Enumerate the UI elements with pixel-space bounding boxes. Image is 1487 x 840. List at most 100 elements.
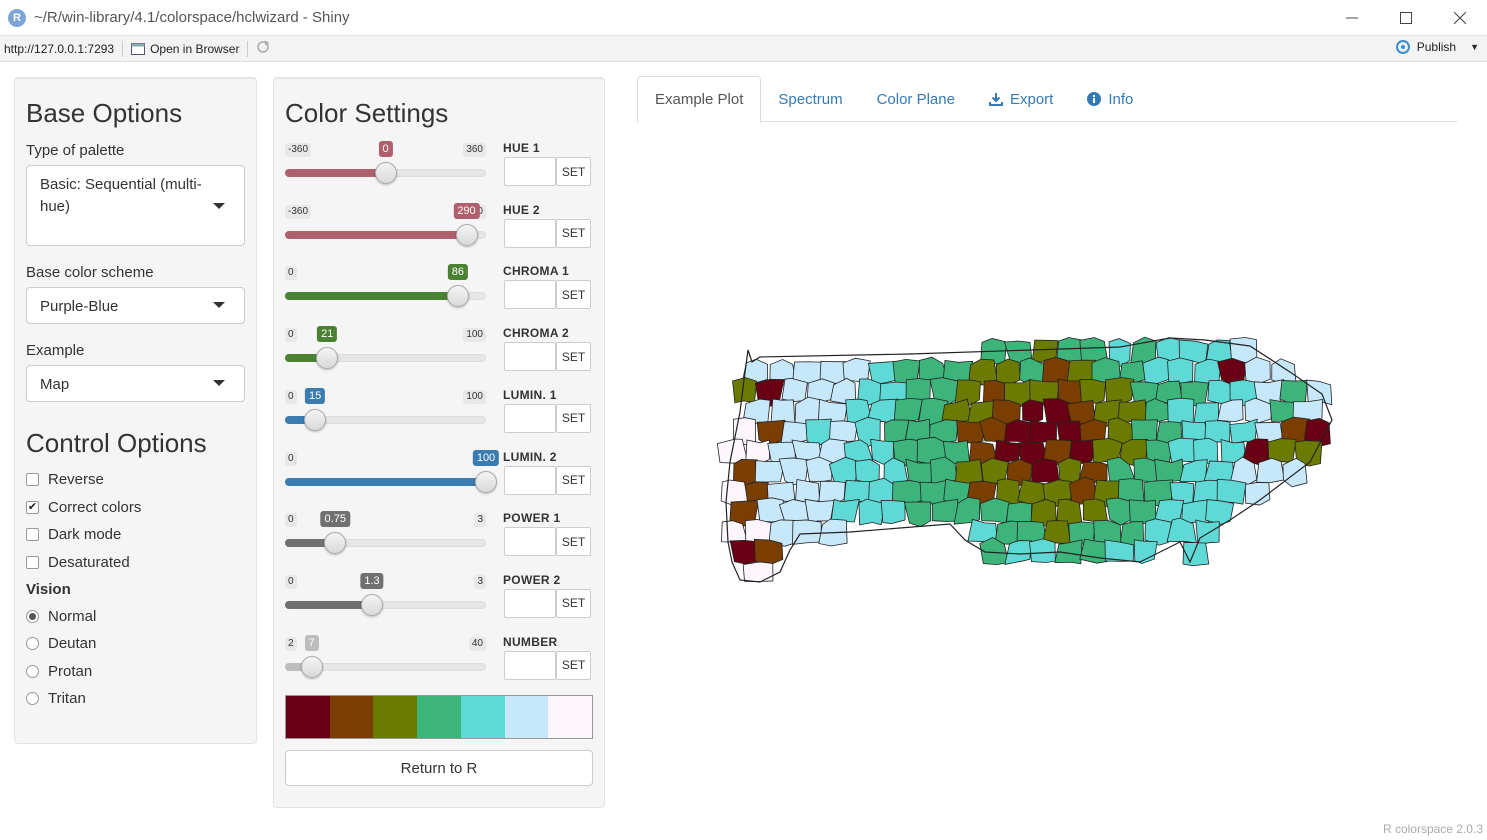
county-map — [716, 336, 1333, 583]
map-county — [781, 377, 808, 402]
slider-chroma-2[interactable]: 0 100 21 — [285, 325, 486, 375]
slider-handle[interactable] — [300, 655, 323, 678]
tab-spectrum[interactable]: Spectrum — [761, 76, 859, 122]
slider-handle[interactable] — [475, 470, 497, 493]
reverse-checkbox[interactable]: Reverse — [26, 471, 104, 488]
map-county — [756, 419, 786, 446]
slider-handle[interactable] — [304, 408, 327, 431]
param-label: HUE 2 — [503, 202, 540, 217]
publish-icon — [1395, 40, 1410, 54]
vision-protan-radio[interactable]: Protan — [26, 663, 92, 680]
vision-tritan-radio[interactable]: Tritan — [26, 690, 86, 707]
title-bar: R ~/R/win-library/4.1/colorspace/hclwiza… — [0, 0, 1487, 36]
vision-deutan-radio[interactable]: Deutan — [26, 635, 96, 652]
refresh-icon[interactable] — [256, 40, 270, 57]
example-select[interactable]: Map — [26, 365, 245, 402]
slider-hue-2[interactable]: -360360290 — [285, 202, 486, 252]
map-county — [1144, 518, 1172, 546]
version-footer: R colorspace 2.0.3 — [1382, 822, 1483, 836]
slider-number[interactable]: 2 40 7 — [285, 634, 486, 684]
publish-button[interactable]: Publish ▼ — [1395, 40, 1479, 54]
set-button[interactable]: SET — [556, 403, 591, 433]
maximize-button[interactable] — [1379, 0, 1433, 36]
slider-power-1[interactable]: 0 3 0.75 — [285, 510, 486, 560]
slider-handle[interactable] — [324, 532, 347, 555]
tab-color-plane[interactable]: Color Plane — [860, 76, 972, 122]
minimize-icon — [1346, 17, 1358, 19]
close-icon — [1454, 12, 1466, 24]
info-icon — [1087, 92, 1102, 106]
open-in-browser-button[interactable]: Open in Browser — [131, 42, 239, 56]
param-input[interactable] — [504, 157, 556, 186]
slider-handle[interactable] — [374, 162, 397, 184]
param-input[interactable] — [504, 218, 556, 248]
vision-normal-radio[interactable]: Normal — [26, 608, 96, 625]
scheme-value: Purple-Blue — [40, 298, 119, 315]
checkbox-box-checked[interactable]: ✔ — [26, 501, 39, 514]
map-county — [994, 439, 1023, 463]
set-button[interactable]: SET — [556, 650, 591, 680]
map-county — [1167, 357, 1194, 385]
chevron-down-icon[interactable]: ▼ — [1470, 42, 1479, 52]
slider-lumin-1[interactable]: 0 100 15 — [285, 387, 486, 437]
set-button[interactable]: SET — [556, 588, 591, 618]
map-county — [1244, 356, 1271, 384]
set-button[interactable]: SET — [556, 465, 591, 495]
set-button[interactable]: SET — [556, 280, 591, 310]
desaturated-checkbox[interactable]: Desaturated — [26, 554, 130, 571]
tab-label: Export — [1009, 90, 1054, 108]
correct-colors-checkbox[interactable]: ✔ Correct colors — [26, 499, 142, 516]
slider-min-label: -360 — [285, 143, 312, 157]
slider-lumin-2[interactable]: 0 100 — [285, 449, 500, 499]
param-hue-2: HUE 2 SET — [503, 202, 593, 248]
palette-type-label: Type of palette — [26, 142, 125, 159]
chevron-down-icon — [213, 380, 225, 386]
map-county — [903, 501, 932, 528]
checkbox-box[interactable] — [26, 556, 39, 569]
scheme-select[interactable]: Purple-Blue — [26, 287, 245, 324]
slider-chroma-1[interactable]: 0 86 — [285, 263, 486, 313]
set-button[interactable]: SET — [556, 527, 591, 557]
tab-example-plot[interactable]: Example Plot — [637, 76, 762, 123]
tab-export[interactable]: Export — [972, 76, 1070, 122]
return-to-r-button[interactable]: Return to R — [285, 750, 593, 786]
param-input[interactable] — [504, 342, 556, 372]
minimize-button[interactable] — [1325, 0, 1379, 36]
palette-type-select[interactable]: Basic: Sequential (multi-hue) — [26, 165, 245, 246]
vision-label: Vision — [26, 581, 71, 598]
slider-handle[interactable] — [455, 223, 478, 246]
url-text[interactable]: http://127.0.0.1:7293 — [4, 41, 115, 56]
dark-mode-checkbox[interactable]: Dark mode — [26, 526, 121, 543]
param-power-2: POWER 2 SET — [503, 573, 593, 618]
param-input[interactable] — [504, 465, 556, 495]
slider-fill — [285, 415, 316, 424]
checkbox-box[interactable] — [26, 528, 39, 541]
slider-hue-1[interactable]: -360 360 0 — [285, 140, 486, 190]
param-label: CHROMA 2 — [503, 326, 569, 341]
map-county — [854, 459, 880, 484]
map-county — [1217, 399, 1244, 423]
tab-info[interactable]: Info — [1070, 76, 1150, 122]
set-button[interactable]: SET — [556, 218, 591, 248]
checkbox-box[interactable] — [26, 473, 39, 486]
param-input[interactable] — [504, 280, 556, 310]
slider-handle[interactable] — [446, 285, 469, 308]
map-county — [792, 519, 822, 545]
app-body: Base Options Type of palette Basic: Sequ… — [0, 62, 1487, 840]
slider-handle[interactable] — [361, 593, 384, 616]
set-button[interactable]: SET — [556, 342, 591, 372]
slider-power-2[interactable]: 0 3 1.3 — [285, 572, 486, 622]
param-input[interactable] — [504, 588, 556, 618]
close-button[interactable] — [1433, 0, 1487, 36]
param-input[interactable] — [504, 650, 556, 680]
param-input[interactable] — [504, 403, 556, 433]
map-county — [1244, 397, 1273, 424]
set-button[interactable]: SET — [556, 157, 591, 186]
map-county — [805, 456, 833, 483]
map-county — [795, 479, 820, 503]
map-county — [858, 498, 886, 526]
slider-handle[interactable] — [316, 347, 339, 370]
param-input[interactable] — [504, 527, 556, 557]
param-label: LUMIN. 1 — [503, 387, 557, 402]
map-county — [1179, 459, 1208, 485]
